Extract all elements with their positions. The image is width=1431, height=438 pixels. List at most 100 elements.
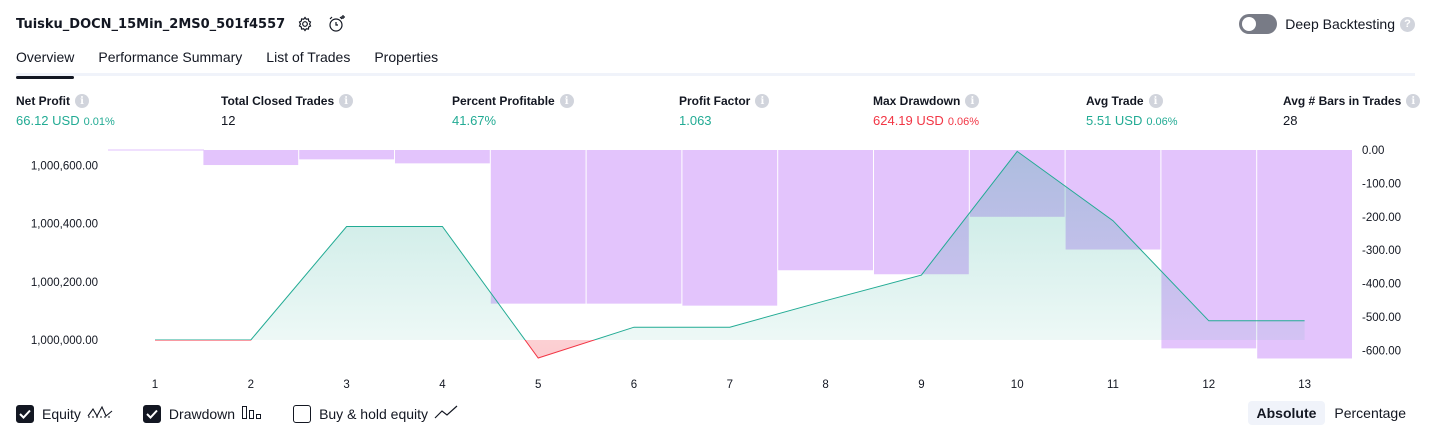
- metric-value: 28: [1283, 113, 1420, 128]
- mode-percentage-button[interactable]: Percentage: [1334, 405, 1406, 421]
- metric-value-text: 624.19 USD: [873, 113, 944, 128]
- x-tick-label: 1: [152, 379, 158, 391]
- equity-checkbox[interactable]: [16, 405, 34, 423]
- info-icon[interactable]: i: [559, 94, 574, 108]
- metric-total-closed-trades: Total Closed Trades i 12: [221, 93, 354, 128]
- tab-overview[interactable]: Overview: [16, 46, 75, 79]
- drawdown-bar: [299, 150, 394, 160]
- left-tick-label: 1,000,000.00: [31, 335, 98, 347]
- buy-hold-checkbox[interactable]: [293, 405, 312, 423]
- value-mode-switch: Absolute Percentage: [1247, 401, 1416, 425]
- deep-backtesting-toggle[interactable]: [1239, 14, 1278, 34]
- info-icon[interactable]: i: [339, 94, 354, 108]
- legend-drawdown[interactable]: Drawdown: [142, 404, 263, 425]
- metric-value-text: 5.51 USD: [1086, 113, 1143, 128]
- tab-properties[interactable]: Properties: [374, 49, 439, 65]
- strategy-title: Tuisku_DOCN_15Min_2MS0_501f4557: [16, 16, 286, 32]
- mode-absolute-button[interactable]: Absolute: [1247, 401, 1326, 425]
- metric-label: Max Drawdown i: [873, 93, 980, 109]
- metric-value-text: 66.12 USD: [16, 113, 80, 128]
- legend-equity-label: Equity: [42, 406, 81, 422]
- metric-label-text: Net Profit: [16, 94, 70, 108]
- metric-label: Profit Factor i: [679, 93, 770, 109]
- tab-list-of-trades[interactable]: List of Trades: [266, 49, 351, 65]
- metric-max-drawdown: Max Drawdown i 624.19 USD 0.06%: [873, 93, 980, 128]
- legend-equity[interactable]: Equity: [16, 404, 113, 425]
- x-tick-label: 3: [343, 379, 349, 391]
- drawdown-checkbox[interactable]: [142, 405, 161, 423]
- info-icon[interactable]: i: [755, 94, 770, 108]
- info-icon[interactable]: i: [965, 94, 980, 108]
- legend-drawdown-label: Drawdown: [168, 406, 236, 422]
- metric-value-text: 12: [221, 113, 236, 128]
- right-tick-label: -600.00: [1362, 345, 1401, 357]
- metric-label: Percent Profitable i: [452, 93, 574, 109]
- drawdown-bar: [490, 150, 586, 304]
- toggle-knob: [1242, 17, 1257, 31]
- drawdown-bar: [203, 150, 299, 166]
- metric-value-text: 41.67%: [452, 113, 497, 128]
- deep-backtesting-label: Deep Backtesting: [1285, 16, 1395, 32]
- metric-label-text: Total Closed Trades: [221, 94, 335, 108]
- x-tick-label: 13: [1298, 379, 1311, 391]
- drawdown-bars: [203, 150, 1352, 359]
- left-tick-label: 1,000,400.00: [31, 219, 98, 231]
- x-tick-label: 9: [918, 379, 924, 391]
- tab-performance-summary[interactable]: Performance Summary: [98, 49, 243, 65]
- x-tick-label: 8: [822, 379, 828, 391]
- metric-percent: 0.01%: [83, 116, 115, 128]
- drawdown-bar: [586, 150, 682, 304]
- drawdown-bar: [682, 150, 778, 306]
- metric-label-text: Max Drawdown: [873, 94, 961, 108]
- right-tick-label: -400.00: [1362, 279, 1401, 291]
- left-tick-label: 1,000,600.00: [31, 160, 98, 172]
- metric-label-text: Percent Profitable: [452, 94, 555, 108]
- right-tick-label: 0.00: [1362, 145, 1384, 157]
- info-icon[interactable]: i: [75, 94, 89, 108]
- info-icon[interactable]: i: [1406, 94, 1421, 108]
- drawdown-bar: [778, 150, 873, 271]
- x-tick-label: 12: [1202, 379, 1215, 391]
- help-icon[interactable]: ?: [1400, 16, 1415, 32]
- metric-label: Net Profit i: [16, 93, 115, 109]
- trend-line-icon: [434, 404, 458, 425]
- legend-buy-hold-label: Buy & hold equity: [319, 406, 429, 422]
- add-alert-icon[interactable]: [325, 12, 349, 36]
- info-icon[interactable]: i: [1148, 94, 1163, 108]
- metric-net-profit: Net Profit i 66.12 USD 0.01%: [16, 93, 115, 128]
- metric-value-text: 1.063: [679, 113, 712, 128]
- metric-percent-profitable: Percent Profitable i 41.67%: [452, 93, 574, 128]
- equity-line-profit: [155, 150, 1305, 340]
- metric-label: Avg # Bars in Trades i: [1283, 93, 1421, 109]
- x-tick-label: 10: [1011, 379, 1024, 391]
- metric-value: 5.51 USD 0.06%: [1086, 113, 1178, 128]
- legend-buy-hold[interactable]: Buy & hold equity: [293, 404, 458, 425]
- metric-value: 624.19 USD 0.06%: [873, 113, 979, 128]
- drawdown-bar: [395, 150, 490, 164]
- left-tick-label: 1,000,200.00: [31, 277, 98, 289]
- metric-profit-factor: Profit Factor i 1.063: [679, 93, 770, 128]
- x-tick-label: 11: [1107, 379, 1119, 391]
- metric-value: 66.12 USD 0.01%: [16, 113, 115, 128]
- right-tick-label: -100.00: [1362, 178, 1401, 190]
- bars-icon: [241, 404, 263, 425]
- equity-fill-profit: [155, 151, 1305, 340]
- deep-backtesting: Deep Backtesting ?: [1239, 12, 1415, 36]
- settings-icon[interactable]: [293, 12, 317, 36]
- metric-value: 12: [221, 113, 353, 128]
- metric-label-text: Profit Factor: [679, 94, 751, 108]
- x-tick-label: 2: [248, 379, 254, 391]
- equity-chart: 1,000,000.00 1,000,200.00 1,000,400.00 1,00…: [31, 145, 1401, 391]
- strategy-header: Tuisku_DOCN_15Min_2MS0_501f4557: [16, 12, 349, 36]
- metric-label: Total Closed Trades i: [221, 93, 354, 109]
- metric-avg-trade: Avg Trade i 5.51 USD 0.06%: [1086, 93, 1178, 128]
- metric-percent: 0.06%: [1146, 116, 1178, 128]
- right-tick-label: -500.00: [1362, 312, 1401, 324]
- metric-value: 1.063: [679, 113, 769, 128]
- x-tick-label: 4: [439, 379, 446, 391]
- x-tick-label: 7: [727, 379, 733, 391]
- metric-percent: 0.06%: [947, 116, 980, 128]
- right-tick-label: -200.00: [1362, 212, 1401, 224]
- metric-label-text: Avg # Bars in Trades: [1283, 94, 1402, 108]
- metric-value-text: 28: [1283, 113, 1298, 128]
